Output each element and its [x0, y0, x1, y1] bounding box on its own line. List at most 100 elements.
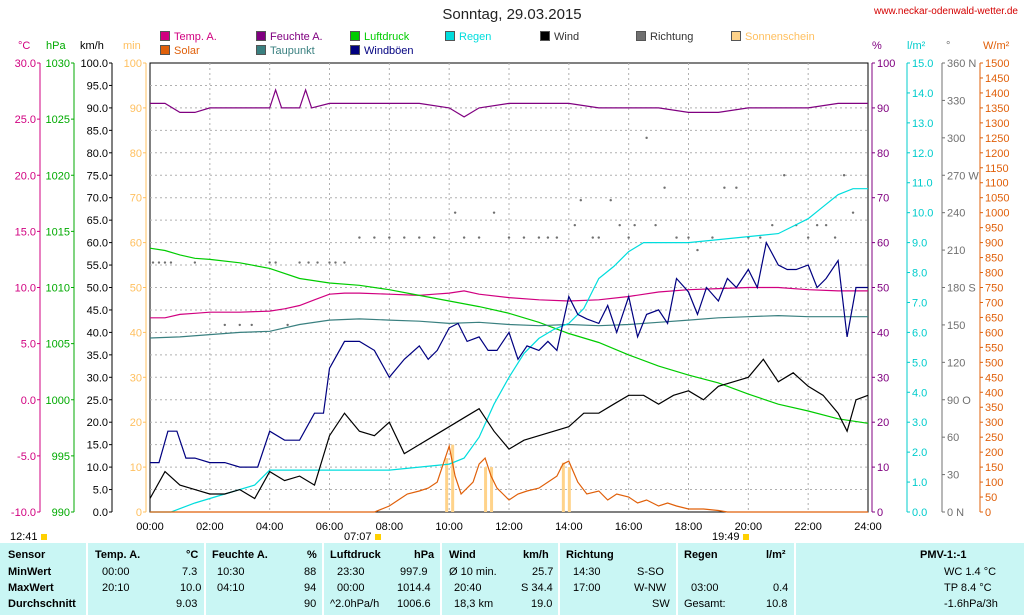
- direction-point: [418, 236, 421, 239]
- axis-label-solar: 800: [985, 268, 1003, 280]
- axis-label-rain: 0.0: [912, 507, 927, 519]
- axis-label-sunshine: 60: [130, 238, 142, 250]
- direction-point: [723, 186, 726, 189]
- axis-label-direction: 210: [947, 245, 965, 257]
- axis-label-rain: 8.0: [912, 268, 927, 280]
- axis-label-rain: 13.0: [912, 118, 933, 130]
- axis-label-sunshine: 50: [130, 283, 142, 295]
- direction-point: [609, 198, 612, 202]
- max-dir-time: 17:00: [573, 582, 601, 594]
- min-hum-value: 88: [304, 566, 317, 578]
- row-label-min: MinWert: [8, 566, 52, 578]
- axis-label-direction: 270 W: [947, 170, 979, 182]
- axis-label-wind: 30.0: [87, 372, 108, 384]
- axis-label-sunshine: 0: [136, 507, 142, 519]
- x-tick-label: 04:00: [256, 521, 284, 533]
- axis-unit: km/h: [80, 40, 104, 52]
- direction-point: [618, 223, 621, 227]
- direction-point: [633, 223, 636, 227]
- legend-item: Taupunkt: [256, 45, 315, 57]
- legend-item: Temp. A.: [160, 31, 217, 43]
- axis-label-rain: 4.0: [912, 387, 927, 399]
- legend-swatch: [636, 31, 646, 41]
- axis-label-direction: 90 O: [947, 395, 971, 407]
- direction-point: [492, 211, 496, 214]
- table-divider: [322, 543, 324, 615]
- axis-label-solar: 300: [985, 417, 1003, 429]
- x-tick-label: 06:00: [316, 521, 344, 533]
- axis-label-sunshine: 70: [130, 193, 142, 205]
- legend-swatch: [731, 31, 741, 41]
- stats-table: Sensor Temp. A. °C Feuchte A. % Luftdruc…: [0, 543, 1024, 615]
- axis-label-direction: 60: [947, 432, 959, 444]
- axis-label-wind: 95.0: [87, 80, 108, 92]
- direction-point: [842, 174, 846, 177]
- legend-label: Solar: [174, 45, 200, 57]
- axis-label-solar: 1500: [985, 58, 1009, 70]
- direction-point: [343, 261, 346, 264]
- axis-label-solar: 1150: [985, 163, 1009, 175]
- axis-label-solar: 1450: [985, 73, 1009, 85]
- direction-point: [462, 236, 466, 239]
- axis-label-solar: 700: [985, 297, 1003, 309]
- direction-point: [597, 236, 600, 239]
- row-label-max: MaxWert: [8, 582, 54, 594]
- hdr-rain: Regen: [684, 549, 718, 561]
- max-wind-value: S 34.4: [521, 582, 553, 594]
- axis-label-direction: 120: [947, 357, 965, 369]
- legend-swatch: [256, 31, 266, 41]
- axis-unit: °: [946, 40, 951, 52]
- sunshine-bar: [445, 458, 449, 512]
- axis-label-solar: 750: [985, 283, 1003, 295]
- axis-label-direction: 300: [947, 133, 965, 145]
- direction-point: [193, 261, 197, 264]
- axis-label-solar: 150: [985, 462, 1003, 474]
- axis-label-rain: 5.0: [912, 357, 927, 369]
- legend-item: Luftdruck: [350, 31, 409, 43]
- x-tick-label: 22:00: [794, 521, 822, 533]
- direction-point: [169, 261, 173, 264]
- axis-label-wind: 85.0: [87, 125, 108, 137]
- series-line-regen: [150, 188, 868, 513]
- axis-unit: %: [872, 40, 882, 52]
- legend-item: Windböen: [350, 45, 414, 57]
- x-tick-label: 14:00: [555, 521, 583, 533]
- hdr-wind-unit: km/h: [523, 549, 549, 561]
- table-divider: [86, 543, 88, 615]
- direction-point: [783, 174, 786, 177]
- direction-point: [388, 236, 391, 239]
- axis-label-direction: 240: [947, 208, 965, 220]
- max-dir-value: W-NW: [634, 582, 667, 594]
- axis-unit: l/m²: [907, 40, 926, 52]
- axis-label-pressure: 1025: [46, 114, 70, 126]
- direction-point: [358, 236, 361, 239]
- axis-label-solar: 0: [985, 507, 991, 519]
- site-link[interactable]: www.neckar-odenwald-wetter.de: [874, 6, 1018, 17]
- axis-label-wind: 55.0: [87, 260, 108, 272]
- axis-label-humidity: 20: [877, 417, 889, 429]
- axis-label-rain: 12.0: [912, 148, 933, 160]
- direction-point: [663, 186, 666, 189]
- sunshine-bar: [561, 462, 565, 512]
- direction-point: [163, 261, 167, 264]
- min-temp-time: 00:00: [102, 566, 130, 578]
- direction-point: [403, 236, 406, 239]
- hdr-hum-unit: %: [307, 549, 317, 561]
- min-temp-value: 7.3: [182, 566, 198, 578]
- axis-label-wind: 80.0: [87, 148, 108, 160]
- hdr-temp: Temp. A.: [95, 549, 141, 561]
- axis-unit: hPa: [46, 40, 66, 52]
- x-tick-label: 16:00: [615, 521, 643, 533]
- x-tick-label: 02:00: [196, 521, 224, 533]
- axis-label-wind: 5.0: [93, 485, 108, 497]
- axis-label-solar: 950: [985, 223, 1003, 235]
- axis-label-solar: 900: [985, 238, 1003, 250]
- legend-label: Richtung: [650, 31, 694, 43]
- axis-label-humidity: 90: [877, 103, 889, 115]
- axis-label-humidity: 10: [877, 462, 889, 474]
- axis-label-pressure: 990: [52, 507, 70, 519]
- direction-point: [555, 236, 559, 239]
- row-label-avg: Durchschnitt: [8, 598, 76, 610]
- direction-point: [579, 198, 582, 202]
- x-tick-label: 24:00: [854, 521, 882, 533]
